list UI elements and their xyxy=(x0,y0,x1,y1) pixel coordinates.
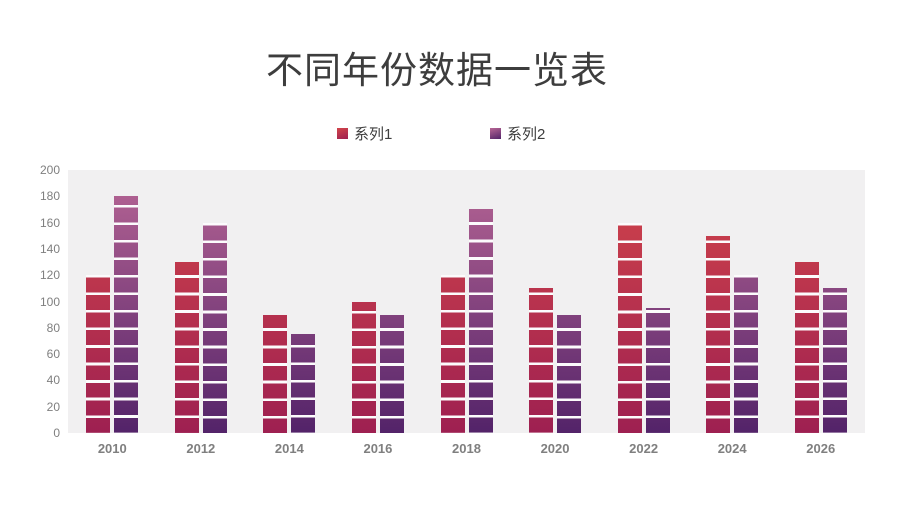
bar-series2-2014 xyxy=(291,334,316,433)
bar-group-2010 xyxy=(86,196,139,433)
legend-swatch-series1-icon xyxy=(337,127,348,139)
x-axis-category-label: 2010 xyxy=(97,441,127,456)
bar-series2-2022 xyxy=(645,308,670,433)
y-axis-tick-label: 100 xyxy=(39,294,60,309)
bar-group-2024 xyxy=(706,235,759,433)
legend-swatch-series2-icon xyxy=(490,127,501,139)
bar-series1-2020 xyxy=(529,288,554,433)
bar-series1-2024 xyxy=(706,235,731,433)
bar-group-2020 xyxy=(529,288,582,433)
bar-series1-2012 xyxy=(174,262,199,433)
y-axis-tick-label: 40 xyxy=(46,373,60,388)
page-title: 不同年份数据一览表 xyxy=(266,50,608,91)
bar-series1-2016 xyxy=(351,301,376,433)
x-axis-category-label: 2022 xyxy=(629,441,659,456)
bar-group-2014 xyxy=(263,314,316,433)
bar-series2-2016 xyxy=(379,314,404,433)
bar-group-2018 xyxy=(440,209,493,433)
legend-label-series1: 系列1 xyxy=(354,125,393,143)
bar-series2-2024 xyxy=(734,275,759,433)
x-axis-category-label: 2014 xyxy=(274,441,304,456)
bar-series1-2026 xyxy=(794,262,819,433)
bar-series2-2012 xyxy=(202,222,227,433)
x-axis-category-label: 2018 xyxy=(452,441,481,456)
plot-area xyxy=(68,170,865,433)
y-axis-tick-label: 0 xyxy=(53,426,60,440)
bar-series1-2010 xyxy=(86,275,111,433)
bar-series1-2022 xyxy=(617,222,642,433)
bar-series2-2020 xyxy=(557,314,582,433)
bar-group-2016 xyxy=(351,301,404,433)
bar-series1-2018 xyxy=(440,275,465,433)
legend-item-series1: 系列1 xyxy=(337,124,393,143)
bar-series2-2010 xyxy=(114,196,139,433)
x-axis-category-label: 2016 xyxy=(363,441,393,456)
y-axis-tick-label: 180 xyxy=(39,189,60,204)
legend-item-series2: 系列2 xyxy=(490,124,546,143)
x-axis-category-label: 2020 xyxy=(540,441,570,456)
bar-group-2026 xyxy=(794,262,847,433)
y-axis-tick-label: 200 xyxy=(39,163,60,177)
legend-label-series2: 系列2 xyxy=(507,125,546,143)
bar-series2-2018 xyxy=(468,209,493,433)
y-axis-tick-label: 60 xyxy=(46,347,60,362)
bar-group-2022 xyxy=(617,222,670,433)
bar-group-2012 xyxy=(174,222,227,433)
x-axis-category-label: 2024 xyxy=(717,441,747,456)
bar-series1-2014 xyxy=(263,314,288,433)
y-axis-tick-label: 120 xyxy=(39,268,60,283)
y-axis-tick-label: 140 xyxy=(39,241,60,256)
y-axis-tick-label: 80 xyxy=(46,320,60,335)
y-axis-tick-label: 20 xyxy=(46,399,60,414)
x-axis-category-label: 2012 xyxy=(186,441,216,456)
y-axis-tick-label: 160 xyxy=(39,215,60,230)
bar-series2-2026 xyxy=(822,288,847,433)
x-axis-category-label: 2026 xyxy=(806,441,836,456)
